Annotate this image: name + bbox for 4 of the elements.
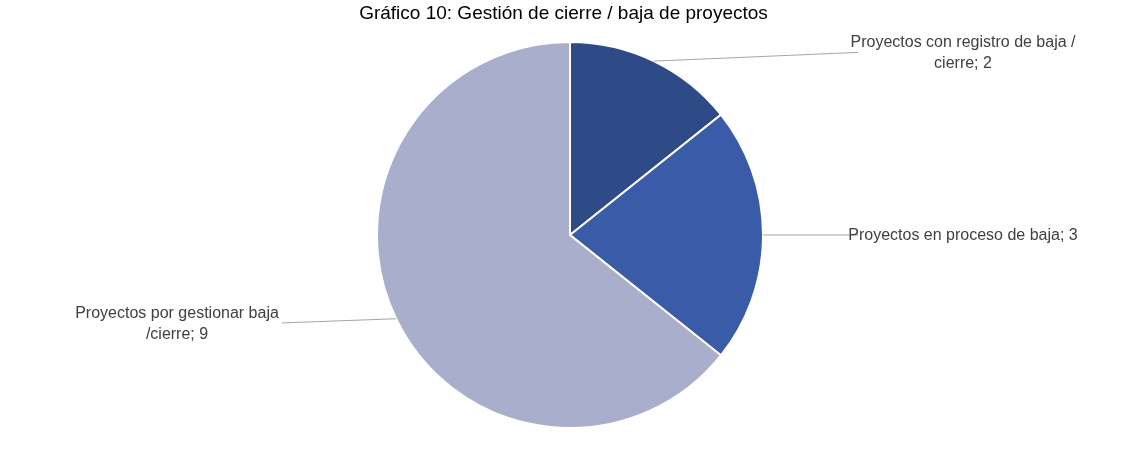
slice-label: Proyectos por gestionar baja /cierre; 9: [75, 303, 279, 342]
slice-label: Proyectos en proceso de baja; 3: [848, 226, 1078, 243]
chart-title: Gráfico 10: Gestión de cierre / baja de proyectos: [359, 2, 768, 23]
slice-label: Proyectos con registro de baja / cierre; 2: [850, 33, 1077, 72]
